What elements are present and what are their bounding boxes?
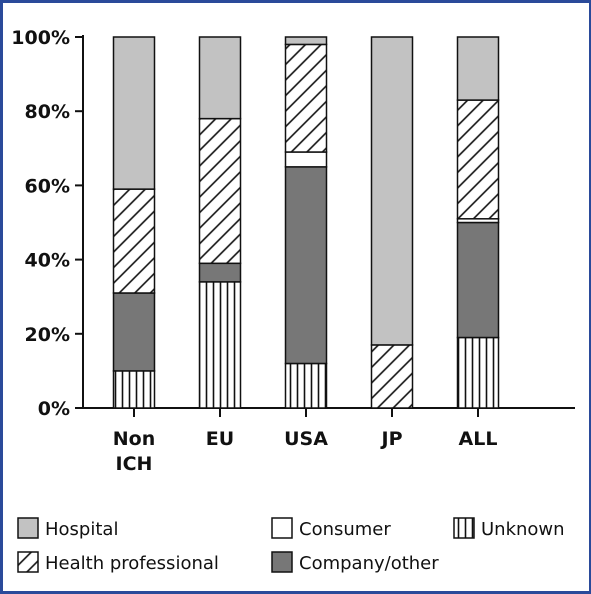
y-tick-label: 80% xyxy=(25,101,70,123)
legend-swatch xyxy=(17,551,39,573)
legend-swatch xyxy=(271,551,293,573)
y-tick-label: 100% xyxy=(11,27,70,49)
bar-segment-company-other xyxy=(456,221,500,339)
legend-swatch xyxy=(271,517,293,539)
y-tick-label: 60% xyxy=(25,175,70,197)
bar-eu xyxy=(198,36,242,409)
legend-label: Health professional xyxy=(45,553,219,574)
legend-item-health-professional: Health professional xyxy=(17,551,219,574)
bar-segment-company-other xyxy=(112,292,156,372)
bar-segment-company-other xyxy=(284,166,328,365)
x-tick-label: Non xyxy=(113,428,155,450)
bar-segment-unknown xyxy=(198,281,242,409)
bar-segment-hospital xyxy=(370,36,414,346)
bar-segment-hospital xyxy=(198,36,242,120)
legend-label: Consumer xyxy=(299,519,391,540)
y-tick-label: 40% xyxy=(25,250,70,272)
x-tick-label: EU xyxy=(206,428,234,450)
y-tick-label: 0% xyxy=(38,398,70,420)
x-tick-label: JP xyxy=(380,428,403,450)
bar-segment-health-professional xyxy=(456,99,500,220)
bar-segment-hospital xyxy=(456,36,500,101)
bar-segment-health-professional xyxy=(112,188,156,294)
tick-labels: 0% 20% 40% 60% 80% 100% Non ICH EU USA JP ALL xyxy=(11,27,497,475)
x-tick-label: ICH xyxy=(116,453,153,475)
bar-segment-unknown xyxy=(456,336,500,409)
legend-item-hospital: Hospital xyxy=(17,517,118,540)
bar-segment-company-other xyxy=(198,262,242,283)
legend-item-unknown: Unknown xyxy=(453,517,565,540)
legend: Hospital Consumer Unknown Health profession… xyxy=(17,517,565,574)
bar-usa xyxy=(284,36,328,409)
legend-label: Company/other xyxy=(299,553,439,574)
bar-non-ich xyxy=(112,36,156,409)
legend-item-consumer: Consumer xyxy=(271,517,391,540)
bar-segment-health-professional xyxy=(198,117,242,265)
x-tick-label: USA xyxy=(284,428,328,450)
bar-segment-consumer xyxy=(284,151,328,168)
bar-segment-unknown xyxy=(112,370,156,409)
bar-all xyxy=(456,36,500,409)
legend-label: Hospital xyxy=(45,519,118,540)
y-tick-label: 20% xyxy=(25,324,70,346)
bar-segment-hospital xyxy=(112,36,156,190)
bars xyxy=(112,36,500,409)
bar-segment-unknown xyxy=(284,362,328,409)
bar-segment-health-professional xyxy=(284,43,328,153)
bar-segment-health-professional xyxy=(370,344,414,409)
bar-segment-hospital xyxy=(284,36,328,46)
legend-swatch xyxy=(17,517,39,539)
bar-jp xyxy=(370,36,414,409)
legend-label: Unknown xyxy=(481,519,565,540)
legend-item-company-other: Company/other xyxy=(271,551,439,574)
legend-swatch xyxy=(453,517,475,539)
x-tick-label: ALL xyxy=(459,428,498,450)
